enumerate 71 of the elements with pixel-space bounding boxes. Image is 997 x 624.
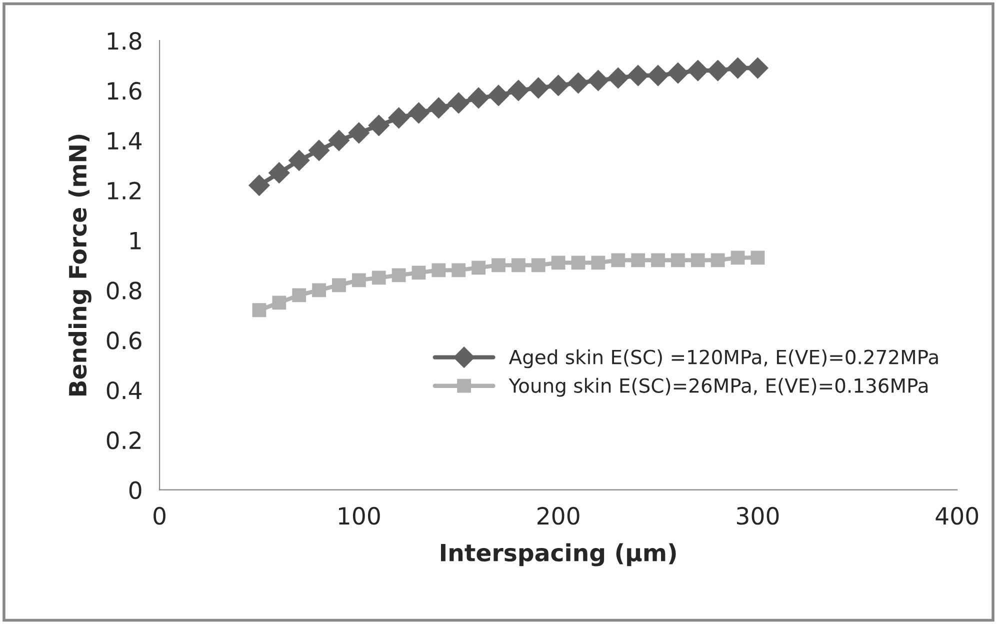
point [667, 62, 688, 84]
point [591, 256, 606, 270]
point [248, 174, 270, 196]
y-tick-label: 1.4 [108, 132, 142, 150]
point [448, 92, 470, 114]
point [508, 80, 529, 101]
point [472, 260, 486, 275]
point [571, 256, 586, 270]
point [332, 278, 346, 292]
point [750, 250, 765, 265]
x-tick-label: 300 [736, 506, 779, 525]
x-tick-label: 200 [538, 506, 580, 525]
point [328, 130, 350, 151]
point [488, 84, 510, 106]
point [608, 67, 629, 89]
point [531, 258, 546, 272]
y-tick-label: 0.6 [106, 332, 142, 350]
x-tick-label: 400 [936, 506, 978, 525]
point [651, 253, 665, 268]
point [308, 140, 330, 161]
point [252, 303, 266, 318]
legend-label: Aged skin E(SC) =120MPa, E(VE)=0.272MPa [508, 349, 938, 368]
point [292, 288, 306, 302]
point [468, 87, 490, 108]
point [352, 273, 366, 288]
point [548, 74, 569, 96]
point [412, 266, 426, 280]
point [372, 270, 386, 285]
y-tick-label: 1.6 [108, 82, 142, 100]
point [452, 263, 466, 278]
point [408, 102, 430, 124]
x-tick-label: 0 [154, 506, 166, 525]
point [727, 58, 748, 79]
point [611, 253, 626, 268]
y-tick-label: 1.2 [108, 182, 140, 200]
point [648, 64, 669, 86]
legend-label: Young skin E(SC)=26MPa, E(VE)=0.136MPa [508, 378, 928, 397]
y-tick-label: 0.4 [106, 381, 142, 400]
point [568, 72, 589, 94]
point [588, 70, 609, 92]
point [388, 107, 410, 128]
y-tick-label: 1 [130, 232, 141, 250]
point [551, 256, 566, 270]
point [690, 253, 705, 268]
point [747, 58, 768, 79]
point [272, 296, 286, 310]
point [428, 97, 450, 118]
point [348, 122, 370, 144]
point [528, 77, 549, 98]
point [268, 162, 290, 184]
y-tick-label: 1.8 [108, 32, 142, 50]
point [511, 258, 526, 272]
point [707, 60, 728, 82]
point [312, 283, 326, 298]
point [671, 253, 685, 268]
point [730, 250, 745, 265]
y-tick-label: 0.2 [106, 431, 140, 450]
point [432, 263, 446, 278]
y-tick-label: 0 [129, 481, 142, 500]
y-tick-label: 0.8 [106, 282, 142, 300]
point [392, 268, 406, 282]
point [288, 150, 310, 171]
x-tick-label: 100 [338, 506, 380, 525]
point [710, 253, 725, 268]
point [687, 60, 708, 82]
point [368, 114, 390, 136]
point [492, 258, 506, 272]
x-axis-title: Interspacing (µm) [440, 543, 676, 566]
point [628, 64, 649, 86]
y-axis-title: Bending Force (mN) [68, 134, 92, 396]
point [631, 253, 646, 268]
